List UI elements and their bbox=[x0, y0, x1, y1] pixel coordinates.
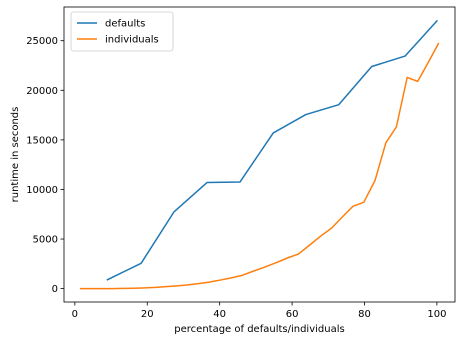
y-tick-label: 20000 bbox=[26, 86, 58, 97]
ticks-layer: 0 20 40 60 80 100 0 5000 10000 15000 20000 25000 bbox=[26, 36, 446, 320]
x-tick-label: 100 bbox=[427, 309, 446, 320]
legend-label-defaults: defaults bbox=[105, 19, 145, 30]
y-axis-label: runtime in seconds bbox=[10, 107, 21, 203]
axes-layer bbox=[63, 6, 456, 303]
y-tick-label: 0 bbox=[52, 284, 58, 295]
x-tick-label: 60 bbox=[286, 309, 299, 320]
legend-box bbox=[70, 11, 174, 52]
series-layer bbox=[79, 19, 440, 290]
series-line-individuals bbox=[79, 42, 440, 290]
x-axis-label: percentage of defaults/individuals bbox=[174, 324, 344, 335]
plot-frame bbox=[63, 6, 456, 303]
legend-label-individuals: individuals bbox=[105, 35, 159, 46]
series-line-defaults bbox=[106, 19, 438, 281]
legend: defaults individuals bbox=[70, 11, 174, 52]
x-tick-label: 0 bbox=[72, 309, 78, 320]
y-tick-label: 15000 bbox=[26, 135, 58, 146]
y-tick-label: 5000 bbox=[33, 235, 58, 246]
x-tick-label: 40 bbox=[213, 309, 226, 320]
y-tick-label: 25000 bbox=[26, 36, 58, 47]
x-tick-label: 80 bbox=[358, 309, 371, 320]
y-tick-label: 10000 bbox=[26, 185, 58, 196]
x-tick-label: 20 bbox=[141, 309, 154, 320]
